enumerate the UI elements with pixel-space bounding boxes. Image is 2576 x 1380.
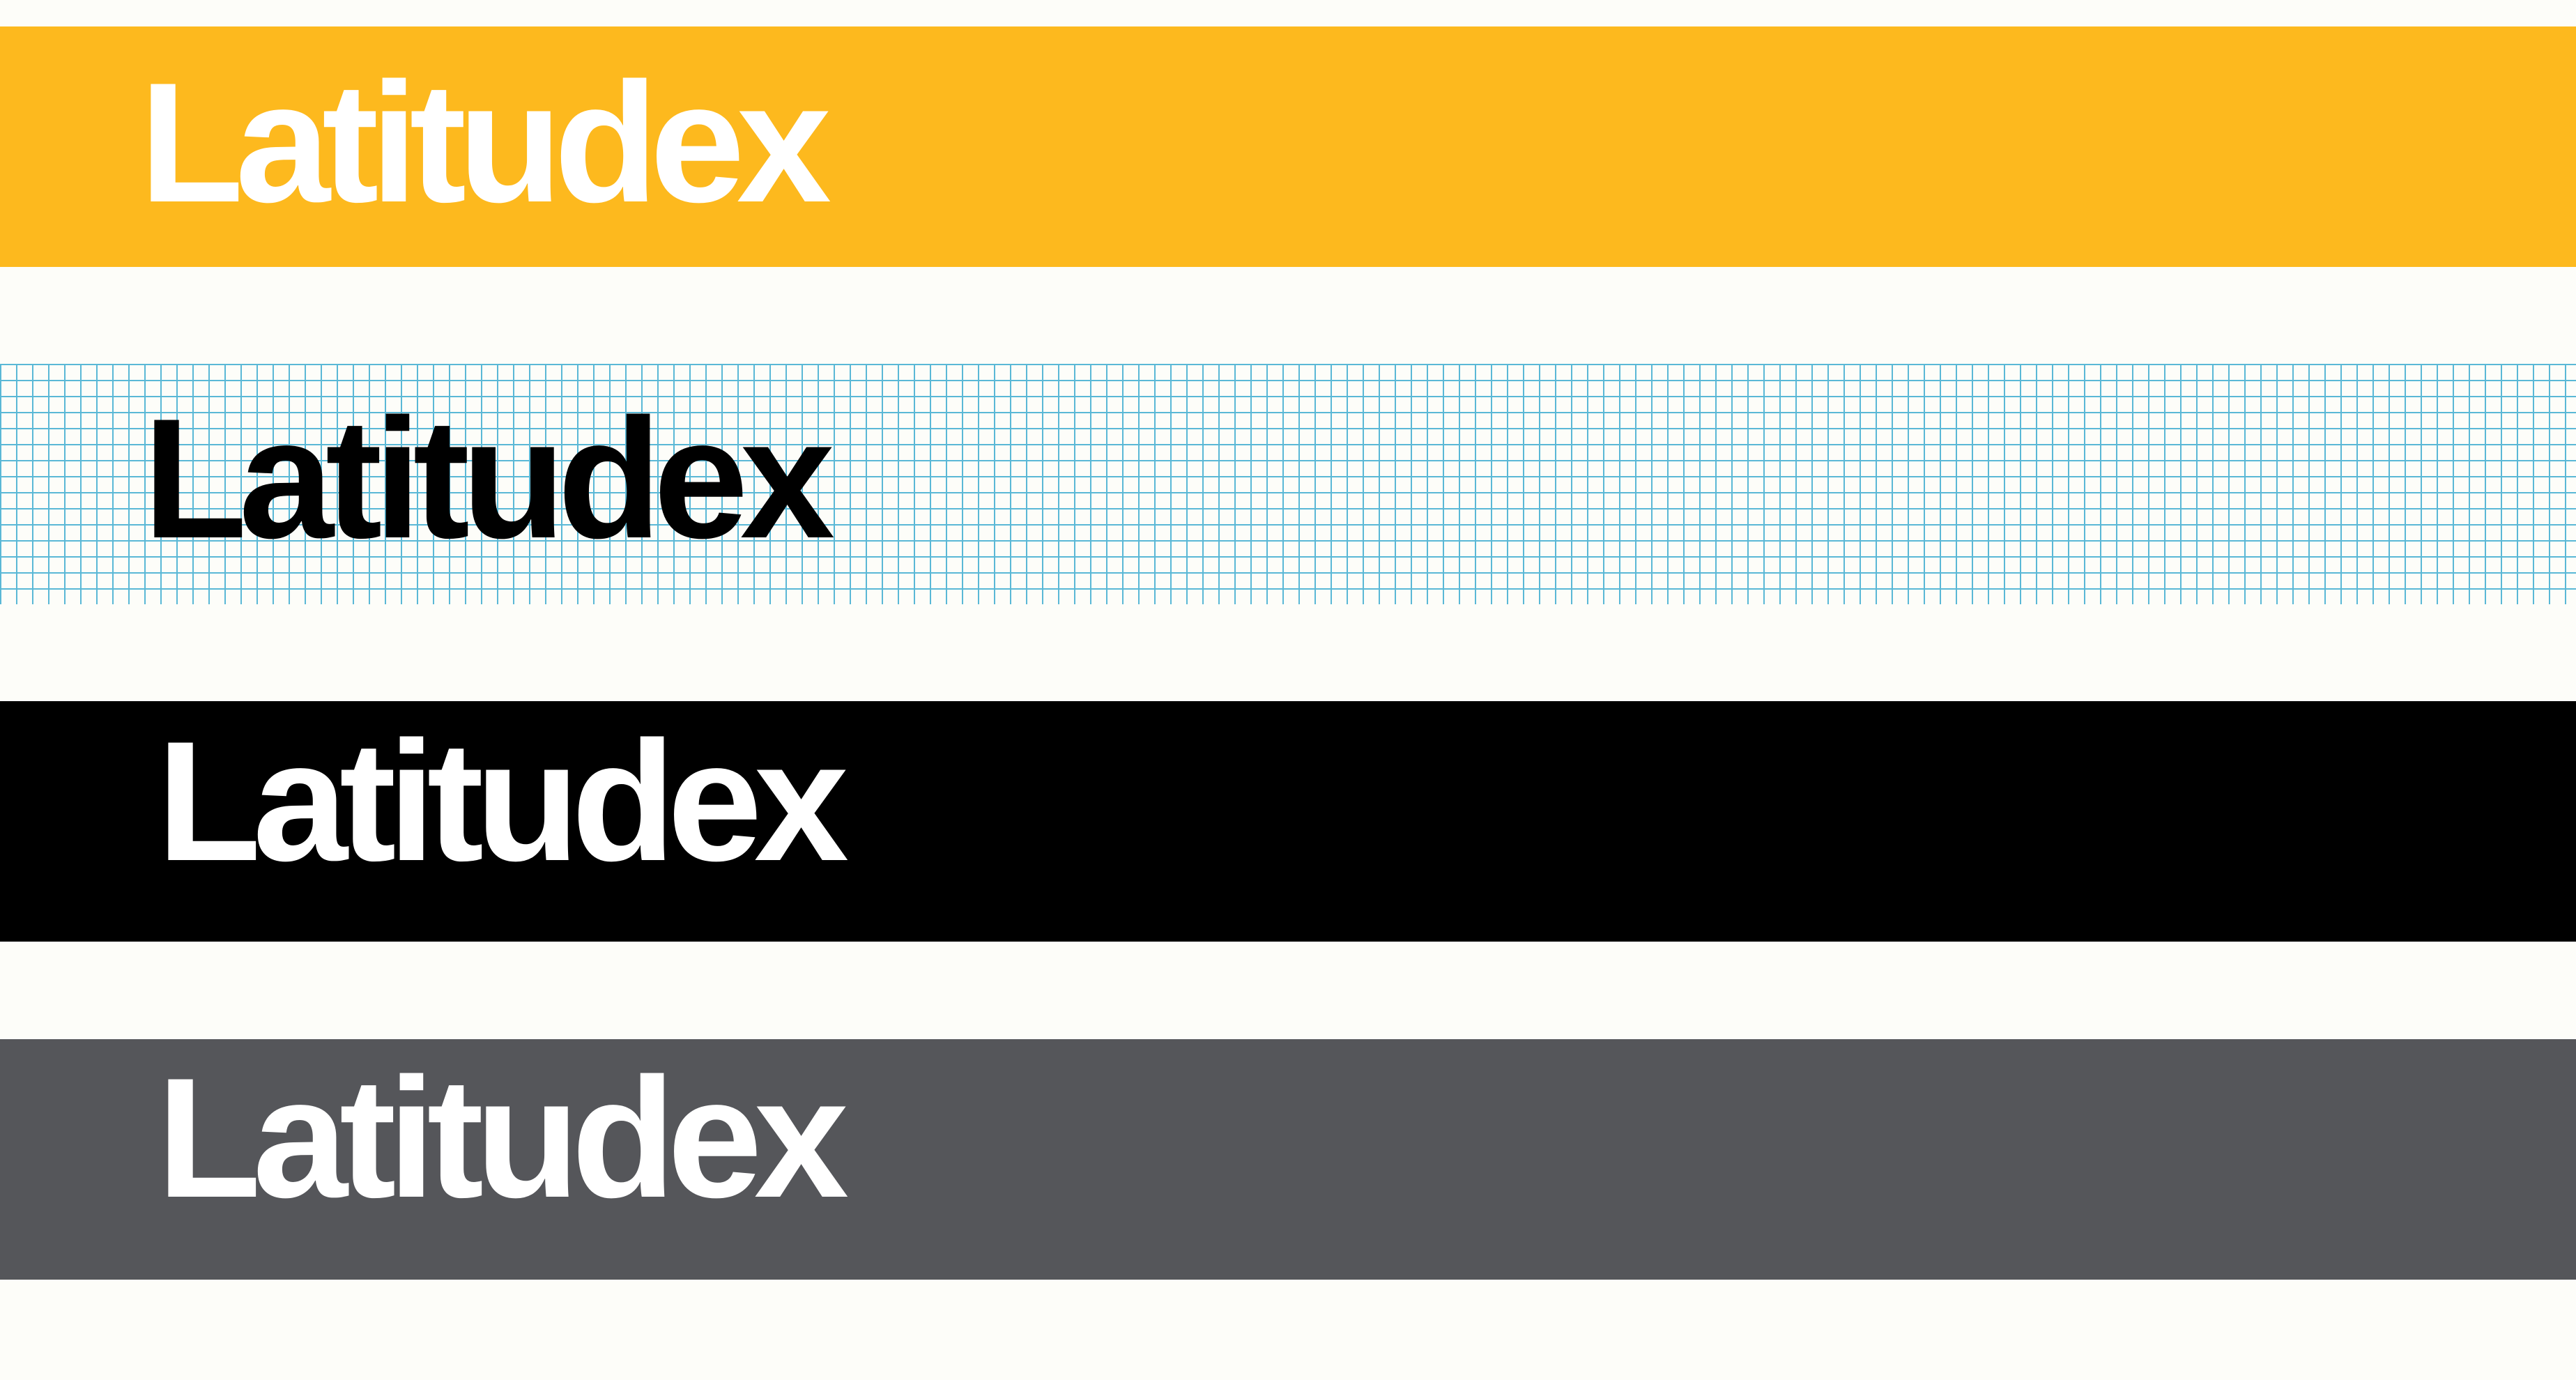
grid-logo-band: Latitudex — [0, 364, 2576, 604]
gray-logo-band: Latitudex — [0, 1039, 2576, 1280]
wordmark-white-on-yellow: Latitudex — [139, 47, 831, 238]
wordmark-white-on-black: Latitudex — [157, 705, 849, 896]
wordmark-white-on-gray: Latitudex — [157, 1042, 849, 1233]
black-logo-band: Latitudex — [0, 701, 2576, 942]
yellow-logo-band: Latitudex — [0, 26, 2576, 267]
wordmark-black-on-grid: Latitudex — [143, 383, 835, 574]
